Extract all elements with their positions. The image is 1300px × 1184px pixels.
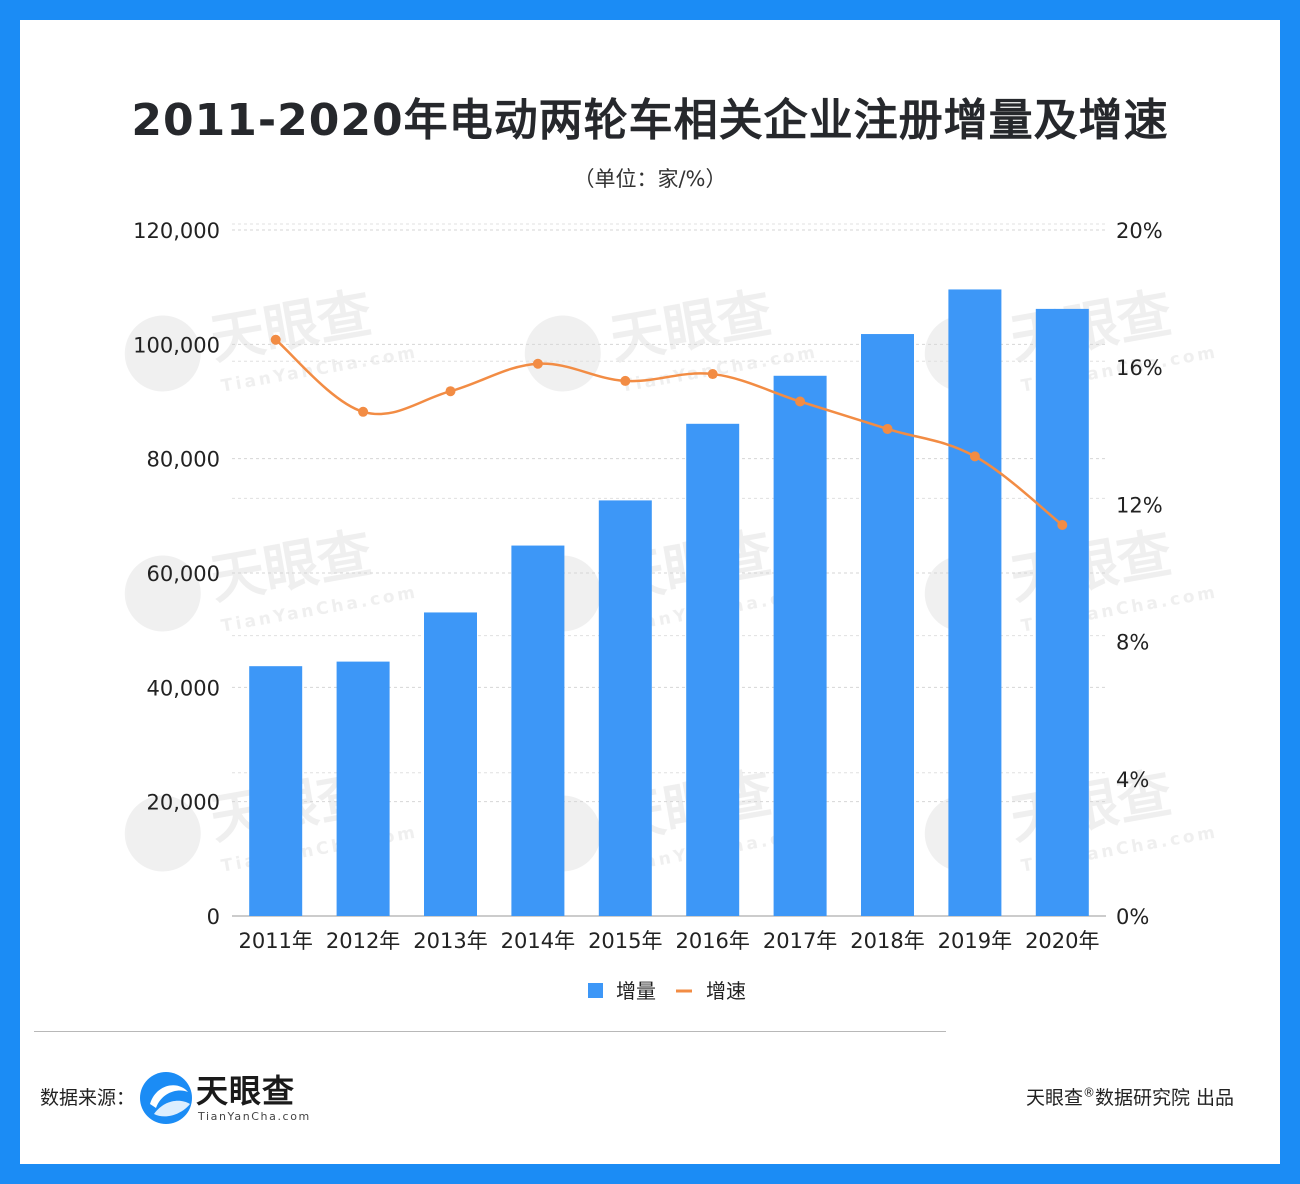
x-tick-label: 2015年 (588, 929, 662, 953)
x-tick-label: 2012年 (326, 929, 400, 953)
line-point (795, 396, 806, 407)
publisher-credit: 天眼查®数据研究院 出品 (1026, 1083, 1234, 1110)
line-point (620, 375, 631, 386)
bar (861, 334, 914, 916)
chart-subtitle: （单位：家/%） (573, 167, 727, 191)
bar-series (249, 289, 1089, 916)
right-tick-label: 0% (1116, 905, 1149, 929)
footer-divider (34, 1031, 946, 1032)
bar (336, 661, 390, 916)
bar (249, 666, 303, 916)
left-axis: 0 20,000 40,000 60,000 80,000 100,000 120,000 (133, 219, 220, 929)
left-tick-label: 80,000 (147, 448, 220, 472)
legend-bar-swatch (588, 983, 603, 998)
line-point (445, 386, 456, 397)
line-series (270, 334, 1068, 530)
legend: 增量 增速 (588, 979, 746, 1003)
line-point (707, 369, 718, 380)
bar (598, 500, 652, 916)
legend-line-label: 增速 (706, 979, 746, 1003)
watermark-logo-icon (524, 315, 601, 392)
line-point (969, 451, 980, 462)
left-tick-label: 0 (207, 905, 220, 929)
line-point (882, 423, 893, 434)
right-tick-label: 16% (1116, 356, 1163, 380)
left-tick-label: 20,000 (147, 791, 220, 815)
line-point (1057, 519, 1068, 530)
watermark-logo-icon (124, 555, 201, 632)
line-point (270, 334, 281, 345)
bar (511, 545, 565, 916)
line-point (532, 358, 543, 369)
x-tick-label: 2014年 (501, 929, 575, 953)
growth-line (274, 338, 1064, 526)
tianyancha-logo-icon (140, 1072, 192, 1124)
bar (686, 423, 740, 916)
right-tick-label: 20% (1116, 219, 1163, 243)
bar (948, 289, 1002, 916)
left-tick-label: 100,000 (133, 333, 220, 357)
x-axis: 2011年 2012年 2013年 2014年 2015年 2016年 2017年 2018年… (238, 929, 1099, 953)
x-tick-label: 2018年 (850, 929, 924, 953)
right-tick-label: 12% (1116, 493, 1163, 517)
credit-prefix: 天眼查 (1025, 1087, 1083, 1109)
left-tick-label: 40,000 (147, 676, 220, 700)
chart-title: 2011-2020年电动两轮车相关企业注册增量及增速 (131, 95, 1169, 146)
right-axis: 0% 4% 8% 12% 16% 20% (1116, 219, 1163, 929)
line-point (358, 406, 369, 417)
x-tick-label: 2016年 (675, 929, 749, 953)
x-tick-label: 2019年 (938, 929, 1012, 953)
left-tick-label: 120,000 (133, 219, 220, 243)
brand-url: TianYanCha.com (198, 1110, 311, 1123)
legend-bar-label: 增量 (616, 979, 656, 1003)
source-label: 数据来源： (40, 1087, 136, 1109)
credit-suffix: 数据研究院 出品 (1094, 1087, 1234, 1109)
watermark-logo-icon (124, 315, 201, 392)
bar (773, 375, 827, 916)
x-tick-label: 2017年 (763, 929, 837, 953)
x-tick-label: 2011年 (238, 929, 312, 953)
brand-name: 天眼查 (196, 1072, 296, 1110)
registered-mark: ® (1082, 1085, 1095, 1100)
left-tick-label: 60,000 (147, 562, 220, 586)
right-tick-label: 8% (1116, 631, 1149, 655)
bar (424, 612, 477, 916)
right-tick-label: 4% (1116, 768, 1149, 792)
x-tick-label: 2020年 (1025, 929, 1099, 953)
x-tick-label: 2013年 (413, 929, 487, 953)
watermark-logo-icon (124, 795, 201, 872)
bar (1035, 308, 1089, 916)
